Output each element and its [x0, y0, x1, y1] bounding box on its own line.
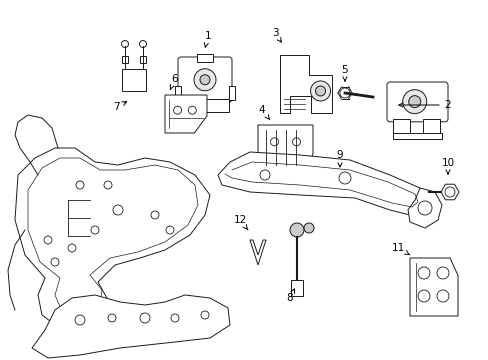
Circle shape: [188, 106, 196, 114]
Bar: [392, 133, 441, 139]
Circle shape: [338, 172, 350, 184]
Circle shape: [201, 311, 208, 319]
Circle shape: [194, 69, 216, 91]
Circle shape: [51, 258, 59, 266]
Text: 2: 2: [398, 100, 450, 110]
Bar: [392, 119, 408, 133]
Text: 11: 11: [390, 243, 409, 255]
Circle shape: [436, 290, 448, 302]
Circle shape: [292, 138, 300, 146]
Polygon shape: [32, 295, 229, 358]
Bar: [122, 69, 146, 91]
Polygon shape: [280, 55, 331, 113]
Circle shape: [173, 106, 181, 114]
Polygon shape: [164, 95, 206, 133]
Circle shape: [289, 223, 304, 237]
Text: 12: 12: [233, 215, 247, 230]
Circle shape: [417, 290, 429, 302]
Circle shape: [121, 40, 128, 48]
Circle shape: [140, 313, 150, 323]
Text: 5: 5: [341, 65, 347, 81]
Circle shape: [417, 267, 429, 279]
Polygon shape: [440, 184, 458, 200]
Circle shape: [75, 315, 85, 325]
Polygon shape: [258, 125, 312, 173]
Polygon shape: [409, 258, 457, 316]
Circle shape: [76, 181, 84, 189]
FancyBboxPatch shape: [122, 56, 128, 63]
Circle shape: [171, 314, 179, 322]
Polygon shape: [218, 152, 427, 215]
Circle shape: [339, 88, 349, 98]
Circle shape: [44, 236, 52, 244]
Circle shape: [108, 314, 116, 322]
Circle shape: [270, 138, 278, 146]
FancyBboxPatch shape: [197, 54, 213, 62]
Text: 7: 7: [112, 102, 126, 112]
Polygon shape: [249, 240, 265, 265]
Polygon shape: [407, 188, 441, 228]
Circle shape: [315, 86, 325, 96]
FancyBboxPatch shape: [140, 56, 146, 63]
FancyBboxPatch shape: [386, 82, 447, 122]
Polygon shape: [15, 148, 209, 330]
Circle shape: [200, 75, 209, 85]
Text: 10: 10: [441, 158, 454, 174]
Circle shape: [408, 96, 420, 108]
Bar: [290, 280, 303, 296]
Circle shape: [151, 211, 159, 219]
Circle shape: [436, 267, 448, 279]
Polygon shape: [28, 158, 198, 322]
Circle shape: [444, 187, 454, 197]
Circle shape: [304, 223, 313, 233]
Bar: [422, 119, 439, 133]
Circle shape: [417, 201, 431, 215]
Circle shape: [165, 226, 174, 234]
FancyBboxPatch shape: [178, 57, 231, 102]
Circle shape: [91, 226, 99, 234]
Circle shape: [310, 81, 330, 101]
Circle shape: [402, 90, 426, 114]
Circle shape: [104, 181, 112, 189]
Circle shape: [139, 40, 146, 48]
Text: 4: 4: [258, 105, 269, 120]
Text: 1: 1: [204, 31, 211, 47]
Bar: [228, 86, 235, 100]
Text: 8: 8: [286, 289, 294, 303]
Text: 6: 6: [170, 74, 178, 89]
Circle shape: [113, 205, 123, 215]
Bar: [181, 99, 228, 112]
Circle shape: [68, 244, 76, 252]
Text: 9: 9: [336, 150, 343, 167]
Text: 3: 3: [271, 28, 281, 42]
Bar: [175, 86, 181, 100]
Circle shape: [260, 170, 269, 180]
